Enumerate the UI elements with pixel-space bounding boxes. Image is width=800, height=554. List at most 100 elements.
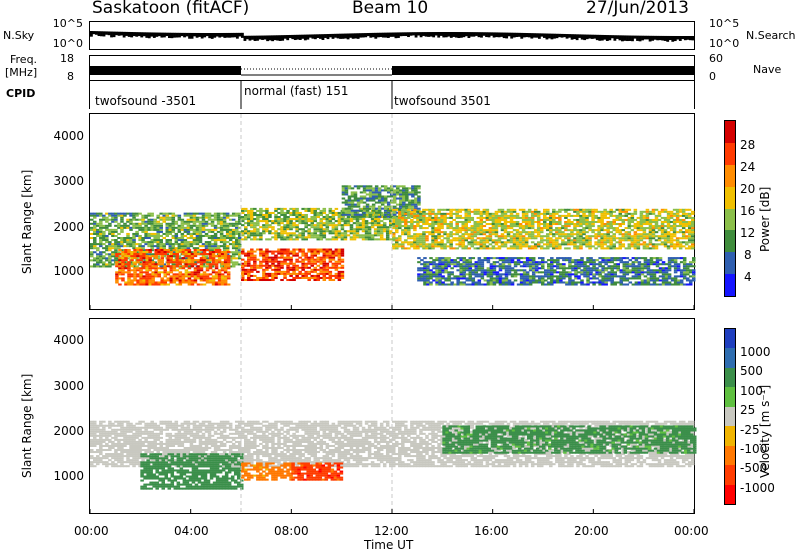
power-cell: [319, 220, 324, 223]
power-cell: [455, 239, 459, 242]
power-cell: [319, 218, 324, 221]
power-cell: [262, 209, 266, 212]
power-cell: [447, 279, 451, 282]
power-cell: [398, 225, 402, 228]
power-cell: [331, 238, 336, 241]
power-cell: [468, 259, 473, 262]
power-cell: [524, 245, 529, 248]
power-cell: [265, 213, 269, 217]
power-cell: [576, 220, 580, 224]
power-cell: [579, 216, 583, 219]
power-cell: [553, 281, 557, 284]
power-cell: [108, 265, 112, 268]
power-cell: [455, 214, 459, 217]
power-cell: [651, 243, 656, 246]
power-cell: [519, 279, 524, 282]
power-cell: [476, 227, 481, 230]
power-cell: [485, 208, 490, 211]
power-cell: [413, 243, 417, 246]
power-cell: [518, 223, 523, 226]
power-cell: [150, 224, 154, 227]
power-cell: [368, 205, 373, 208]
power-cell: [571, 265, 575, 268]
power-cell: [639, 212, 644, 215]
power-cell: [271, 268, 275, 271]
power-cell: [145, 275, 149, 278]
power-cell: [434, 245, 438, 248]
power-cell: [417, 261, 421, 264]
power-cell: [419, 235, 423, 238]
power-cell: [621, 243, 626, 246]
power-cell: [365, 207, 370, 210]
power-cell: [431, 233, 435, 236]
power-cell: [213, 237, 218, 240]
power-cell: [536, 227, 541, 230]
power-cell: [609, 212, 613, 215]
power-cell: [609, 231, 613, 234]
power-cell: [156, 237, 160, 240]
power-cell: [127, 255, 131, 258]
power-cell: [547, 283, 551, 286]
power-cell: [562, 281, 566, 284]
power-cell: [96, 259, 100, 262]
power-cell: [690, 231, 695, 234]
power-cell: [160, 283, 164, 286]
power-cell: [600, 245, 604, 248]
power-cell: [353, 199, 358, 202]
power-cell: [580, 259, 584, 262]
power-cell: [498, 281, 503, 284]
power-cell: [374, 191, 379, 194]
power-cell: [204, 257, 209, 260]
power-cell: [142, 261, 146, 264]
power-cell: [362, 189, 367, 192]
power-cell: [374, 213, 379, 216]
power-cell: [171, 247, 176, 250]
power-cell: [546, 208, 550, 211]
power-cell: [675, 218, 680, 221]
power-cell: [464, 225, 468, 228]
power-cell: [461, 239, 465, 242]
power-cell: [283, 256, 287, 259]
power-cell: [524, 218, 529, 221]
power-cell: [304, 207, 308, 210]
power-cell: [402, 197, 406, 200]
power-cell: [231, 257, 236, 260]
power-cell: [675, 214, 680, 217]
power-cell: [244, 264, 248, 267]
power-cell: [407, 208, 411, 211]
power-cell: [247, 213, 251, 217]
power-cell: [313, 209, 317, 212]
power-cell: [343, 238, 348, 241]
power-cell: [108, 232, 112, 235]
power-cell: [518, 245, 523, 248]
power-cell: [585, 223, 589, 226]
power-cell: [105, 253, 109, 256]
power-cell: [465, 259, 470, 262]
power-cell: [181, 275, 186, 278]
power-cell: [559, 265, 563, 268]
power-cell: [204, 228, 209, 231]
power-cell: [307, 234, 311, 237]
power-cell: [231, 212, 236, 215]
power-cell: [99, 259, 103, 262]
power-cell: [202, 261, 207, 264]
power-cell: [231, 234, 236, 238]
power-cell: [479, 212, 484, 215]
power-cell: [132, 232, 136, 235]
power-cell: [193, 263, 198, 266]
power-cell: [132, 243, 136, 246]
power-cell: [130, 269, 134, 272]
power-cell: [165, 230, 170, 233]
power-cell: [307, 258, 311, 261]
power-cell: [458, 229, 462, 232]
power-cell: [210, 218, 215, 221]
power-cell: [407, 214, 411, 217]
power-cell: [157, 263, 161, 266]
power-cell: [256, 264, 260, 267]
power-cell: [530, 225, 535, 228]
power-cell: [298, 266, 302, 269]
power-cell: [265, 262, 269, 265]
power-cell: [414, 203, 418, 206]
power-cell: [250, 274, 254, 277]
power-cell: [539, 247, 544, 250]
